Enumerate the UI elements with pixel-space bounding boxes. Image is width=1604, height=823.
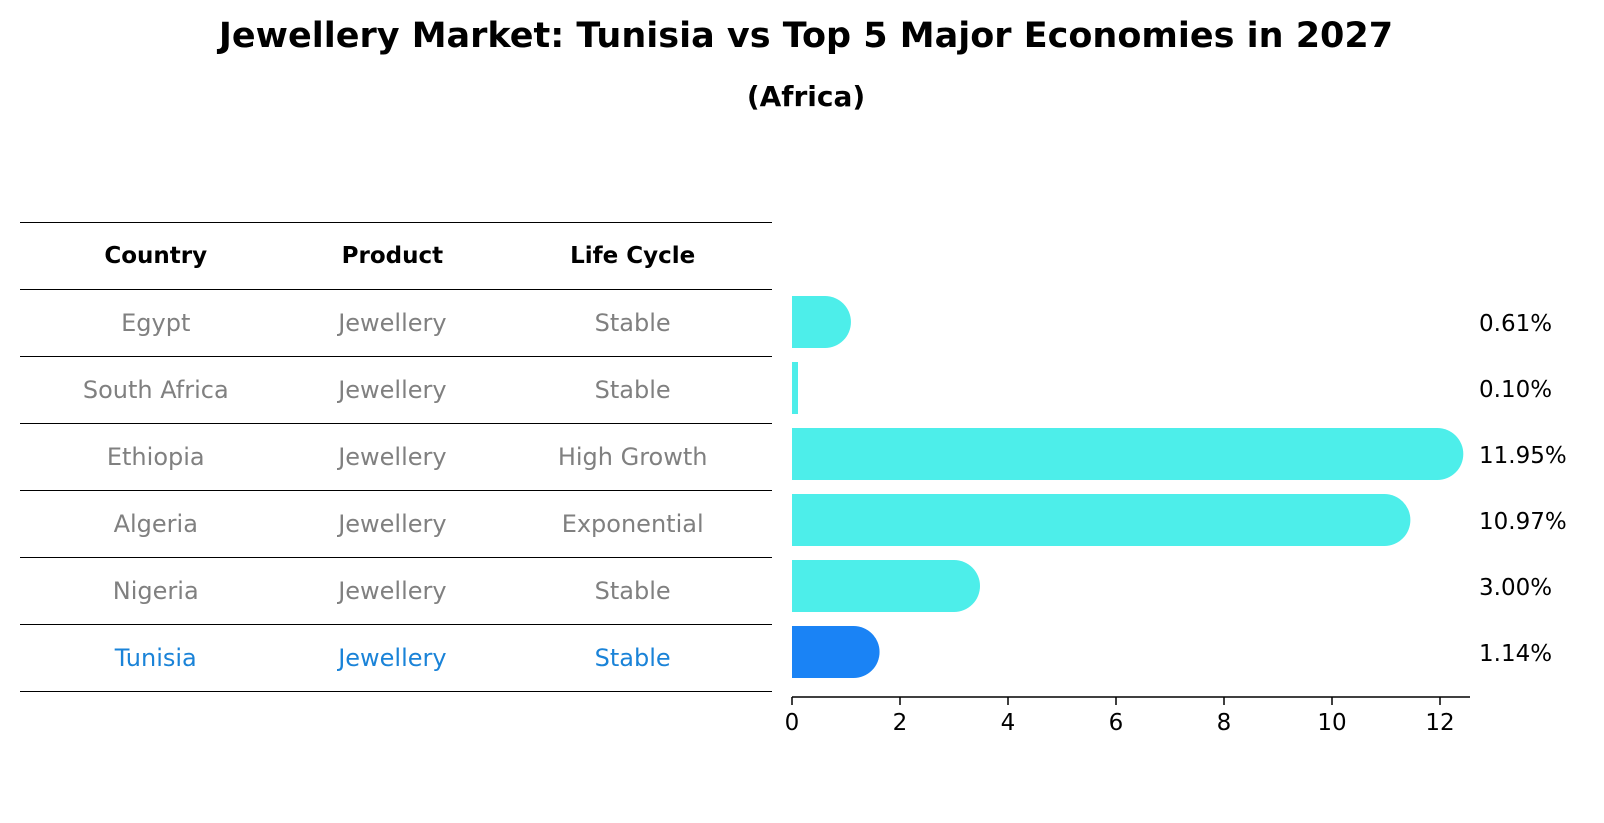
table-row: Egypt Jewellery Stable bbox=[20, 289, 772, 357]
chart-title: Jewellery Market: Tunisia vs Top 5 Major… bbox=[218, 16, 1394, 56]
bar bbox=[792, 428, 1464, 480]
data-label: 11.95% bbox=[1479, 443, 1567, 469]
cell-product: Jewellery bbox=[291, 557, 494, 625]
header-life-cycle: Life Cycle bbox=[493, 222, 772, 290]
data-table: Country Product Life Cycle Egypt Jewelle… bbox=[20, 222, 772, 692]
bar bbox=[792, 362, 798, 414]
x-tick-label: 4 bbox=[1001, 710, 1016, 736]
header-country: Country bbox=[20, 222, 292, 290]
chart-subtitle: (Africa) bbox=[746, 80, 866, 113]
bar bbox=[792, 494, 1411, 546]
table-row: Nigeria Jewellery Stable bbox=[20, 557, 772, 625]
cell-life-cycle: Stable bbox=[493, 289, 772, 357]
data-label: 3.00% bbox=[1479, 575, 1552, 601]
cell-product: Jewellery bbox=[291, 423, 494, 491]
cell-country: Nigeria bbox=[20, 557, 292, 625]
table-row: Algeria Jewellery Exponential bbox=[20, 490, 772, 558]
cell-country: Tunisia bbox=[20, 624, 292, 692]
x-tick-label: 0 bbox=[785, 710, 800, 736]
cell-life-cycle: High Growth bbox=[493, 423, 772, 491]
data-label: 0.10% bbox=[1479, 377, 1552, 403]
table-row-highlighted: Tunisia Jewellery Stable bbox=[20, 624, 772, 692]
cell-country: South Africa bbox=[20, 356, 292, 424]
x-tick-label: 12 bbox=[1425, 710, 1454, 736]
cell-life-cycle: Stable bbox=[493, 356, 772, 424]
data-label: 0.61% bbox=[1479, 311, 1552, 337]
bar bbox=[792, 296, 851, 348]
table-row: South Africa Jewellery Stable bbox=[20, 356, 772, 424]
header-product: Product bbox=[291, 222, 494, 290]
table-header-row: Country Product Life Cycle bbox=[20, 222, 772, 290]
cell-country: Egypt bbox=[20, 289, 292, 357]
cell-product: Jewellery bbox=[291, 289, 494, 357]
bar bbox=[792, 560, 980, 612]
cell-product: Jewellery bbox=[291, 356, 494, 424]
x-tick-label: 10 bbox=[1317, 710, 1346, 736]
x-tick-label: 8 bbox=[1217, 710, 1232, 736]
cell-life-cycle: Stable bbox=[493, 557, 772, 625]
table-row: Ethiopia Jewellery High Growth bbox=[20, 423, 772, 491]
bar-highlighted bbox=[792, 626, 880, 678]
cell-life-cycle: Exponential bbox=[493, 490, 772, 558]
cell-product: Jewellery bbox=[291, 624, 494, 692]
cell-life-cycle: Stable bbox=[493, 624, 772, 692]
x-tick-label: 6 bbox=[1109, 710, 1124, 736]
data-label: 10.97% bbox=[1479, 509, 1567, 535]
x-tick-label: 2 bbox=[893, 710, 908, 736]
cell-country: Algeria bbox=[20, 490, 292, 558]
cell-country: Ethiopia bbox=[20, 423, 292, 491]
cell-product: Jewellery bbox=[291, 490, 494, 558]
data-label: 1.14% bbox=[1479, 641, 1552, 667]
